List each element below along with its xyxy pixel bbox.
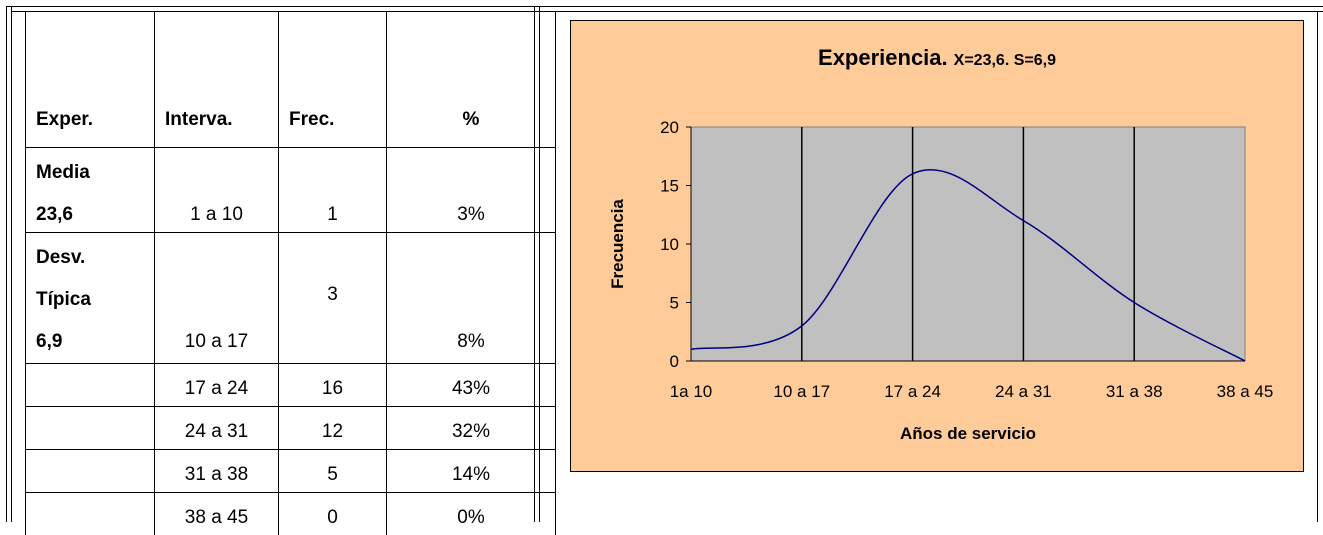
header-interval: Interva. xyxy=(155,12,279,148)
x-tick-label: 17 a 24 xyxy=(884,382,941,401)
y-axis-label: Frecuencia xyxy=(608,199,627,289)
table-row: 23,6 1 a 10 1 3% xyxy=(26,190,556,233)
x-tick-label: 1a 10 xyxy=(670,382,713,401)
table-cell xyxy=(26,493,155,535)
pct-cell: 3% xyxy=(387,190,556,233)
x-tick-label: 31 a 38 xyxy=(1106,382,1163,401)
frame-line xyxy=(6,6,1323,7)
x-axis-label: Años de servicio xyxy=(900,424,1036,443)
table-row: 24 a 31 12 32% xyxy=(26,407,556,450)
table-row: Desv. 10 a 17 3 8% xyxy=(26,233,556,276)
interval-cell: 1 a 10 xyxy=(155,190,279,233)
header-exper: Exper. xyxy=(26,12,155,148)
y-ticks: 0 5 10 15 20 xyxy=(660,118,691,371)
table-cell xyxy=(26,407,155,450)
table-row: 38 a 45 0 0% xyxy=(26,493,556,535)
freq-cell: 1 xyxy=(279,190,387,233)
interval-cell: 17 a 24 xyxy=(155,364,279,407)
table-cell xyxy=(279,148,387,191)
frame-line xyxy=(6,6,7,522)
interval-cell: 31 a 38 xyxy=(155,450,279,493)
chart-title: Experiencia. X=23,6. S=6,9 xyxy=(818,45,1056,70)
table-cell xyxy=(26,450,155,493)
sd-value: 6,9 xyxy=(26,317,155,364)
y-tick-label: 10 xyxy=(660,235,679,254)
x-tick-label: 10 a 17 xyxy=(773,382,830,401)
interval-cell: 38 a 45 xyxy=(155,493,279,535)
sd-label-2: Típica xyxy=(26,275,155,317)
x-ticks: 1a 10 10 a 17 17 a 24 24 a 31 31 a 38 38 a 45 xyxy=(670,382,1274,401)
mean-value: 23,6 xyxy=(26,190,155,233)
mean-label: Media xyxy=(26,148,155,191)
freq-cell: 16 xyxy=(279,364,387,407)
pct-cell: 43% xyxy=(387,364,556,407)
y-tick-label: 5 xyxy=(670,294,679,313)
chart-title-main: Experiencia. xyxy=(818,45,948,70)
interval-cell: 10 a 17 xyxy=(155,233,279,364)
x-tick-label: 38 a 45 xyxy=(1217,382,1274,401)
frame-line xyxy=(1317,11,1318,522)
table-row: 17 a 24 16 43% xyxy=(26,364,556,407)
table-cell xyxy=(387,148,556,191)
freq-cell: 3 xyxy=(279,233,387,364)
table-cell xyxy=(26,364,155,407)
y-tick-label: 20 xyxy=(660,118,679,137)
table-cell xyxy=(155,148,279,191)
table-row: 31 a 38 5 14% xyxy=(26,450,556,493)
frame-line xyxy=(11,6,12,522)
header-freq: Frec. xyxy=(279,12,387,148)
pct-cell: 0% xyxy=(387,493,556,535)
table-header-row: Exper. Interva. Frec. % xyxy=(26,12,556,148)
table-row: Media xyxy=(26,148,556,191)
pct-cell: 14% xyxy=(387,450,556,493)
chart-title-sub: X=23,6. S=6,9 xyxy=(954,52,1056,69)
freq-cell: 5 xyxy=(279,450,387,493)
y-tick-label: 15 xyxy=(660,177,679,196)
experience-chart: Experiencia. X=23,6. S=6,9 0 5 10 15 20 1a 10… xyxy=(570,20,1304,472)
plot-area xyxy=(691,127,1245,361)
freq-cell: 12 xyxy=(279,407,387,450)
pct-cell: 32% xyxy=(387,407,556,450)
experience-table: Exper. Interva. Frec. % Media 23,6 1 a 1… xyxy=(25,11,556,535)
y-tick-label: 0 xyxy=(670,352,679,371)
freq-cell: 0 xyxy=(279,493,387,535)
sd-label-1: Desv. xyxy=(26,233,155,276)
header-pct: % xyxy=(387,12,556,148)
pct-cell: 8% xyxy=(387,233,556,364)
chart-svg: Experiencia. X=23,6. S=6,9 0 5 10 15 20 1a 10… xyxy=(571,21,1303,471)
interval-cell: 24 a 31 xyxy=(155,407,279,450)
x-tick-label: 24 a 31 xyxy=(995,382,1052,401)
